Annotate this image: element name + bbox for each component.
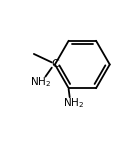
Text: C: C xyxy=(51,59,59,69)
Text: NH$_2$: NH$_2$ xyxy=(63,96,84,110)
Text: NH$_2$: NH$_2$ xyxy=(30,76,51,89)
